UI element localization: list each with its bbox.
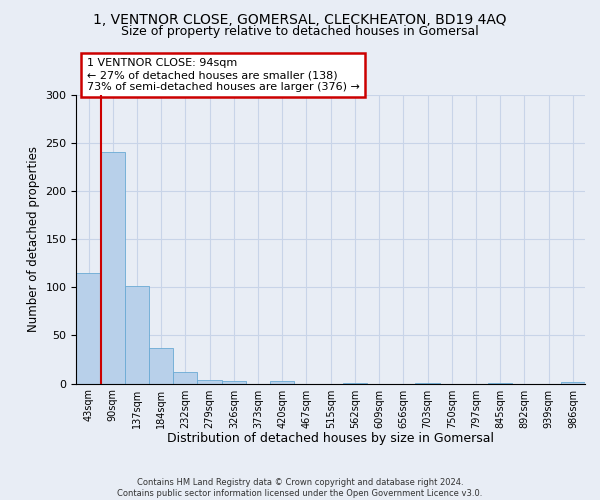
Text: 1, VENTNOR CLOSE, GOMERSAL, CLECKHEATON, BD19 4AQ: 1, VENTNOR CLOSE, GOMERSAL, CLECKHEATON,… [93, 12, 507, 26]
Text: Size of property relative to detached houses in Gomersal: Size of property relative to detached ho… [121, 25, 479, 38]
Bar [415, 382, 440, 384]
Bar [343, 382, 367, 384]
Bar [222, 380, 246, 384]
Bar [76, 273, 101, 384]
Y-axis label: Number of detached properties: Number of detached properties [27, 146, 40, 332]
Bar [149, 348, 173, 384]
Text: 1 VENTNOR CLOSE: 94sqm
← 27% of detached houses are smaller (138)
73% of semi-de: 1 VENTNOR CLOSE: 94sqm ← 27% of detached… [86, 58, 359, 92]
X-axis label: Distribution of detached houses by size in Gomersal: Distribution of detached houses by size … [167, 432, 494, 445]
Bar [125, 286, 149, 384]
Bar [197, 380, 222, 384]
Text: Contains HM Land Registry data © Crown copyright and database right 2024.
Contai: Contains HM Land Registry data © Crown c… [118, 478, 482, 498]
Bar [101, 152, 125, 384]
Bar [173, 372, 197, 384]
Bar [270, 380, 295, 384]
Bar [488, 382, 512, 384]
Bar [561, 382, 585, 384]
